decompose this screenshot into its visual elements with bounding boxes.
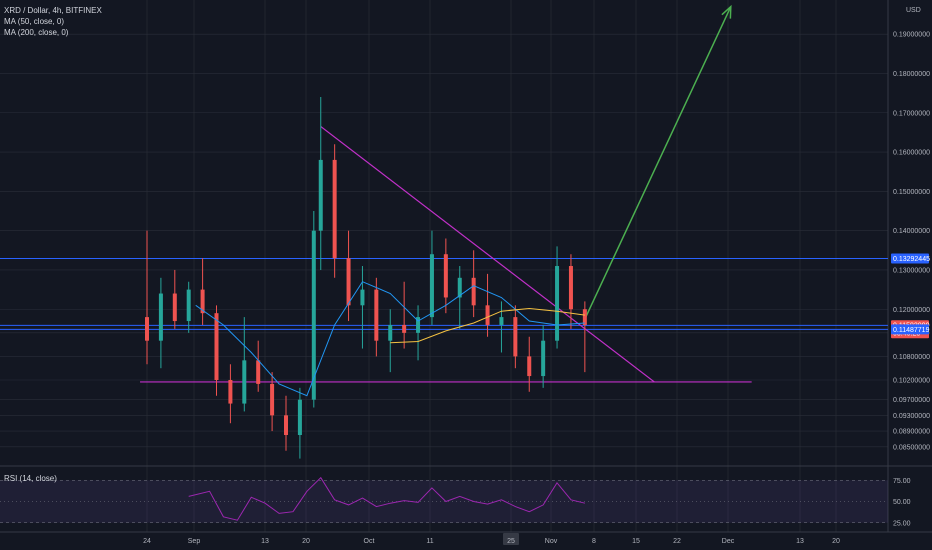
date-tick-label: 20 (832, 538, 840, 545)
price-tick-label: 0.19000000 (893, 32, 930, 39)
moving-averages (195, 281, 585, 397)
candle-body (214, 313, 219, 380)
price-tick-label: 0.10800000 (893, 354, 930, 361)
date-tick-label: 13 (796, 538, 804, 545)
candle-body (388, 324, 393, 341)
rsi-pane: 75.00 50.00 25.00 (0, 465, 932, 527)
price-axis[interactable]: 0.08500000 0.08900000 0.09300000 0.09700000… (891, 0, 930, 451)
candle-body (374, 289, 379, 341)
date-tag-highlight (503, 533, 519, 545)
time-axis[interactable]: 24 Sep 13 20 Oct 11 25 Nov 8 15 22 Dec 13 20 (0, 531, 932, 545)
price-tag (891, 253, 929, 264)
date-tick-label: 15 (632, 538, 640, 545)
date-tick-label: Oct (364, 538, 375, 545)
price-tag-label: 0.11487719 (893, 327, 930, 334)
candle-body (485, 305, 490, 325)
price-tick-label: 0.17000000 (893, 110, 930, 117)
descending-trendline (320, 126, 655, 383)
candle-body (158, 293, 163, 341)
ma200-line (390, 307, 585, 344)
rsi-tick-label: 25.00 (893, 520, 911, 527)
price-tick-label: 0.12000000 (893, 307, 930, 314)
candle-body (318, 159, 323, 231)
candle-body (457, 277, 462, 298)
date-tick-label: 13 (261, 538, 269, 545)
candle-body (360, 289, 365, 306)
price-tick-label: 0.16000000 (893, 150, 930, 157)
currency-label: USD (906, 7, 921, 14)
price-tick-label: 0.13000000 (893, 267, 930, 274)
rsi-tick-label: 50.00 (893, 499, 911, 506)
candle-body (443, 254, 448, 298)
candle-body (429, 254, 434, 318)
date-tick-label: 20 (302, 538, 310, 545)
candle-body (284, 415, 288, 436)
price-tag-label: 0.13292445 (893, 256, 930, 263)
candle-body (297, 399, 302, 436)
ma50-legend[interactable]: MA (50, close, 0) (4, 17, 65, 26)
candle-body (242, 360, 247, 404)
trendline-drawings[interactable] (140, 4, 752, 383)
candle-body (200, 289, 205, 314)
price-tick-label: 0.09700000 (893, 397, 930, 404)
candle-body (346, 258, 351, 306)
candle-body (172, 293, 177, 322)
date-tick-label: 25 (507, 538, 515, 545)
price-tick-label: 0.08500000 (893, 444, 930, 451)
date-tick-label: 11 (426, 538, 433, 545)
price-tick-label: 0.08900000 (893, 429, 930, 436)
candle-body (270, 383, 275, 416)
date-tick-label: Dec (722, 538, 735, 545)
date-tick-label: 22 (673, 538, 681, 545)
price-tick-label: 0.09300000 (893, 413, 930, 420)
rsi-line (188, 476, 586, 521)
date-tick-label: 24 (143, 538, 151, 545)
price-tick-label: 0.18000000 (893, 71, 930, 78)
grid-lines (0, 0, 889, 532)
price-tag (891, 324, 929, 335)
candle-body (527, 356, 532, 377)
candle-body (568, 266, 573, 310)
candle-body (582, 309, 587, 325)
candle-body (555, 266, 560, 341)
price-tick-label: 0.14000000 (893, 228, 930, 235)
price-tick-label: 0.10200000 (893, 377, 930, 384)
candle-body (311, 230, 316, 400)
arrow-head (721, 4, 732, 19)
candles (145, 97, 587, 459)
candle-body (145, 317, 149, 341)
candle-body (541, 340, 546, 377)
candle-body (416, 317, 421, 333)
candle-body (513, 317, 518, 357)
candle-body (471, 277, 476, 306)
ma50-line (195, 281, 585, 397)
date-tick-label: 8 (592, 538, 596, 545)
symbol-legend[interactable]: XRD / Dollar, 4h, BITFINEX (4, 6, 102, 15)
candle-body (228, 379, 233, 404)
date-tick-label: Sep (188, 538, 201, 545)
candle-body (402, 324, 407, 333)
candle-body (186, 289, 191, 322)
date-tick-label: Nov (545, 538, 558, 545)
candle-body (332, 159, 337, 259)
rsi-legend[interactable]: RSI (14, close) (4, 474, 57, 483)
candle-body (256, 360, 261, 384)
candle-body (499, 317, 504, 325)
ma200-legend[interactable]: MA (200, close, 0) (4, 28, 69, 37)
price-tick-label: 0.15000000 (893, 189, 930, 196)
projection-arrow (584, 6, 732, 320)
rsi-tick-label: 75.00 (893, 478, 911, 485)
